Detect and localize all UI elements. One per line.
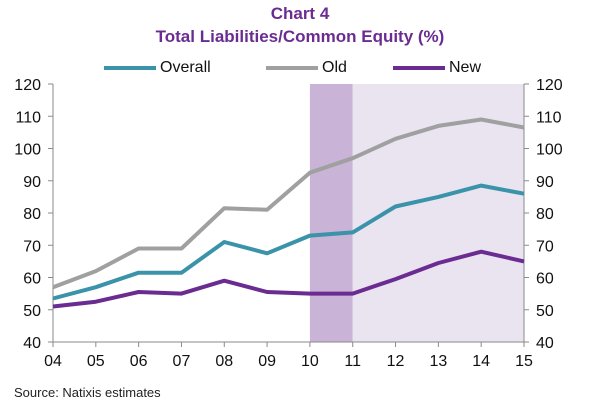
chart-subtitle: Total Liabilities/Common Equity (%) xyxy=(155,27,445,46)
y-tick-label-left: 70 xyxy=(23,238,41,255)
x-tick-label: 14 xyxy=(472,353,490,370)
legend-label-old: Old xyxy=(322,59,347,76)
y-tick-label-right: 80 xyxy=(536,206,554,223)
source-note: Source: Natixis estimates xyxy=(14,385,161,400)
legend: Overall Old New xyxy=(0,57,600,79)
y-tick-label-right: 110 xyxy=(536,109,562,126)
x-tick-label: 10 xyxy=(301,353,319,370)
x-tick-label: 04 xyxy=(44,353,62,370)
y-tick-label-right: 50 xyxy=(536,303,554,320)
legend-item-overall: Overall xyxy=(104,57,211,79)
x-tick-label: 06 xyxy=(130,353,148,370)
y-tick-label-right: 40 xyxy=(536,335,554,352)
y-tick-label-left: 80 xyxy=(23,206,41,223)
shaded-region-1 xyxy=(309,84,353,342)
y-tick-label-left: 50 xyxy=(23,303,41,320)
legend-swatch-overall xyxy=(104,66,156,70)
y-tick-label-left: 90 xyxy=(23,174,41,191)
x-tick-label: 15 xyxy=(515,353,533,370)
x-tick-label: 11 xyxy=(344,353,361,370)
legend-swatch-old xyxy=(266,66,318,70)
x-tick-label: 09 xyxy=(258,353,276,370)
x-tick-label: 07 xyxy=(173,353,191,370)
legend-label-overall: Overall xyxy=(160,59,211,76)
y-tick-label-left: 60 xyxy=(23,271,41,288)
legend-item-old: Old xyxy=(266,57,347,79)
series-line-overall xyxy=(52,183,525,301)
y-tick-label-left: 110 xyxy=(15,109,41,126)
chart-title: Chart 4 xyxy=(270,4,330,23)
legend-item-new: New xyxy=(393,57,481,79)
y-tick-label-left: 120 xyxy=(14,77,41,94)
legend-swatch-new xyxy=(393,66,445,70)
y-tick-label-right: 100 xyxy=(536,142,563,159)
x-tick-label: 08 xyxy=(215,353,233,370)
y-tick-label-left: 40 xyxy=(23,335,41,352)
y-tick-label-right: 70 xyxy=(536,238,554,255)
legend-label-new: New xyxy=(449,59,482,76)
y-tick-label-right: 90 xyxy=(536,174,554,191)
y-tick-label-left: 100 xyxy=(14,142,41,159)
series-line-old xyxy=(52,117,525,290)
series-line-new xyxy=(52,249,525,309)
y-tick-label-right: 60 xyxy=(536,271,554,288)
x-tick-label: 13 xyxy=(429,353,447,370)
x-tick-label: 05 xyxy=(87,353,105,370)
y-tick-label-right: 120 xyxy=(536,77,563,94)
x-tick-label: 12 xyxy=(387,353,405,370)
